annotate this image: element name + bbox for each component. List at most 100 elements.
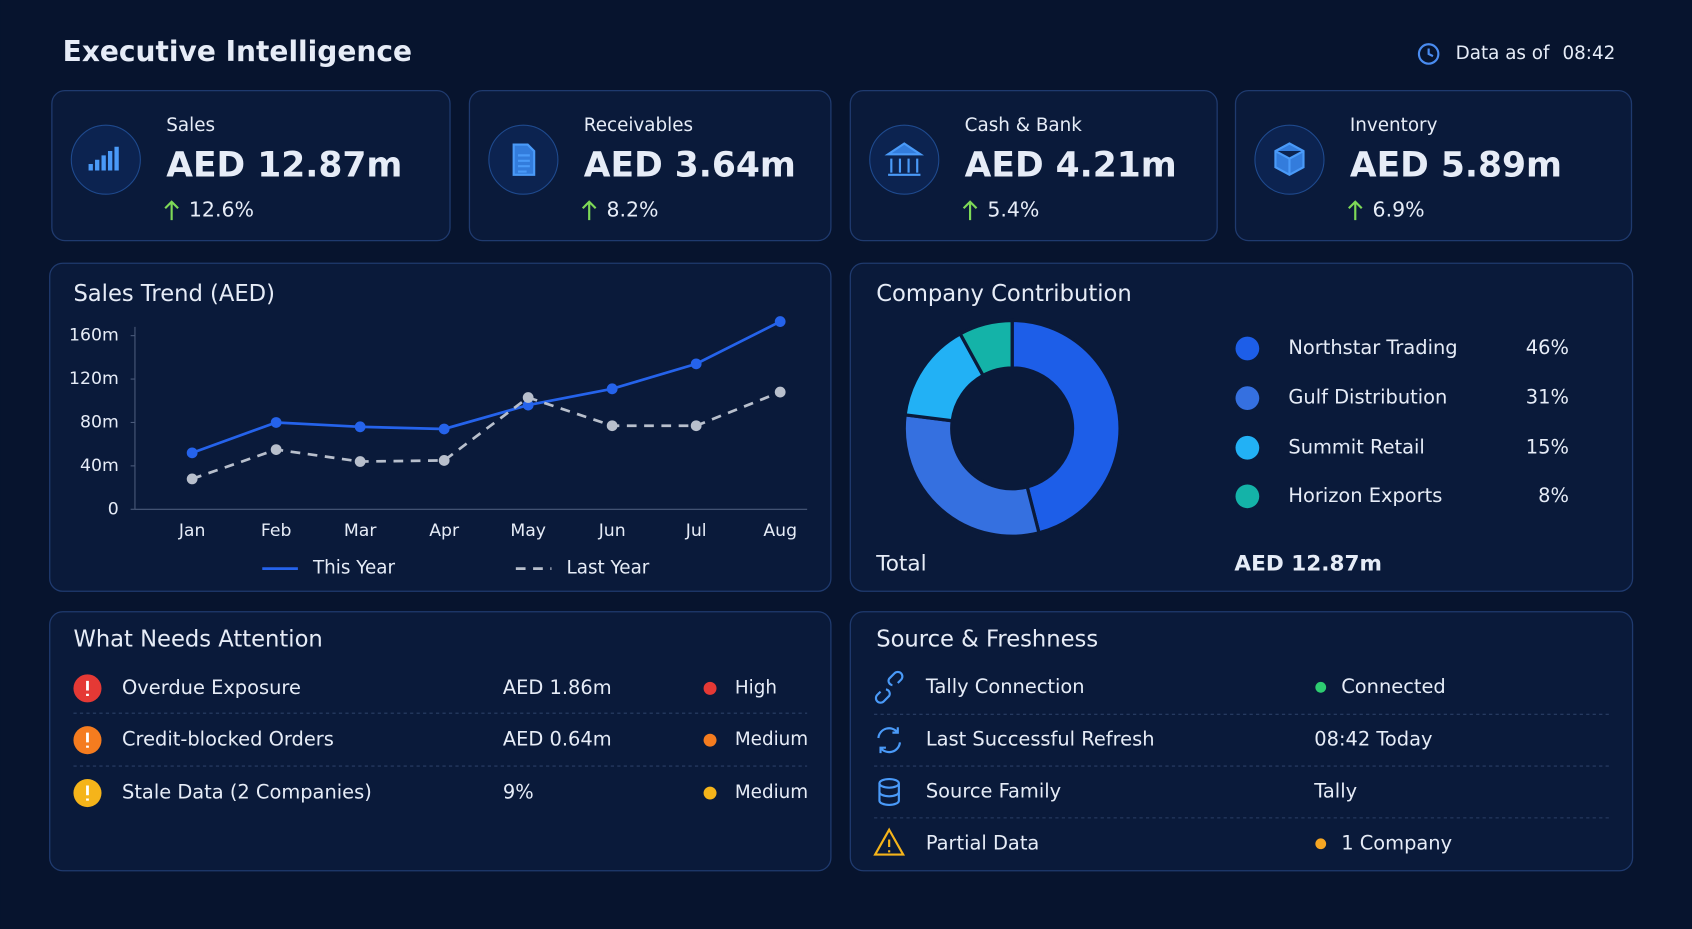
icon-part — [878, 783, 900, 806]
kpi-label: Cash & Bank — [965, 115, 1083, 136]
kpi-icon-ring — [70, 124, 141, 195]
chart-title: Company Contribution — [876, 281, 1131, 307]
data-point — [270, 417, 282, 428]
kpi-value: AED 5.89m — [1350, 146, 1562, 186]
row-label: Overdue Exposure — [122, 676, 301, 699]
donut-segment — [902, 413, 1041, 538]
kpi-value: AED 4.21m — [965, 146, 1177, 186]
source-icon — [873, 827, 906, 856]
chart-title: Sales Trend (AED) — [73, 281, 275, 307]
data-point — [186, 473, 198, 485]
legend-label: Horizon Exports — [1288, 484, 1442, 507]
severity: High — [735, 677, 777, 698]
clock-icon — [1417, 43, 1440, 65]
data-as-of-label: Data as of — [1456, 43, 1550, 64]
panel-title: Source & Freshness — [876, 626, 1098, 652]
row-value: Connected — [1341, 675, 1446, 698]
x-tick-label: Jan — [178, 521, 206, 541]
kpi-up-arrow — [581, 200, 597, 221]
legend-dot — [1235, 484, 1260, 509]
data-point — [354, 421, 366, 433]
row-amount: AED 0.64m — [503, 728, 612, 751]
kpi-change: 6.9% — [1373, 197, 1425, 221]
row-label: Source Family — [926, 779, 1061, 802]
total-label: Total — [875, 551, 926, 576]
row-label: Last Successful Refresh — [926, 728, 1155, 751]
x-tick-label: Feb — [261, 521, 292, 541]
kpi-icon — [512, 143, 536, 176]
x-tick-label: May — [510, 521, 546, 541]
panel-title: What Needs Attention — [73, 626, 322, 652]
legend-value: 15% — [1526, 435, 1569, 458]
severity: Medium — [735, 729, 808, 750]
kpi-icon — [884, 142, 925, 176]
x-tick-label: Jul — [685, 521, 707, 541]
kpi-icon-ring — [869, 124, 940, 195]
row-label: Credit-blocked Orders — [122, 728, 334, 751]
severity-dot — [703, 681, 717, 695]
kpi-up-arrow — [962, 200, 978, 221]
legend-dot — [1235, 336, 1260, 361]
y-tick-label: 160m — [69, 326, 119, 346]
total-value: AED 12.87m — [1234, 551, 1382, 576]
severity-dot — [703, 786, 717, 800]
panel — [49, 611, 832, 872]
row-amount: AED 1.86m — [503, 676, 612, 699]
data-point — [774, 386, 786, 398]
kpi-value: AED 12.87m — [166, 146, 402, 186]
y-tick-label: 40m — [80, 456, 119, 476]
panel — [849, 611, 1634, 872]
panel — [849, 89, 1218, 242]
source-icon — [874, 670, 904, 704]
panel — [51, 89, 451, 242]
kpi-value: AED 3.64m — [584, 146, 796, 186]
data-point — [690, 358, 702, 370]
x-tick-label: Apr — [429, 521, 460, 541]
data-point — [522, 392, 534, 403]
row-label: Partial Data — [926, 831, 1040, 854]
icon-part — [874, 670, 904, 704]
series-line — [191, 390, 781, 481]
kpi-icon — [88, 146, 119, 171]
kpi-change: 5.4% — [987, 197, 1039, 221]
source-icon — [877, 727, 902, 754]
kpi-label: Sales — [166, 115, 215, 136]
data-point — [438, 423, 450, 435]
data-point — [186, 447, 198, 459]
kpi-change: 12.6% — [189, 197, 254, 221]
donut-segment — [957, 318, 1014, 378]
legend-value: 46% — [1526, 336, 1569, 359]
data-point — [606, 383, 618, 395]
row-value: 08:42 Today — [1314, 728, 1432, 751]
legend-label: Gulf Distribution — [1288, 386, 1447, 409]
legend-label: This Year — [312, 558, 396, 579]
severity-dot — [703, 733, 717, 747]
x-tick-label: Jun — [598, 521, 626, 541]
legend-label: Summit Retail — [1288, 435, 1424, 458]
data-as-of-time: 08:42 — [1562, 43, 1615, 64]
legend-value: 31% — [1526, 386, 1569, 409]
data-point — [270, 444, 282, 455]
data-point — [774, 316, 786, 327]
data-point — [606, 420, 618, 432]
source-icon — [878, 777, 900, 806]
panel — [468, 89, 832, 242]
severity: Medium — [735, 782, 808, 803]
legend-label: Northstar Trading — [1288, 336, 1457, 359]
row-value: 1 Company — [1341, 831, 1452, 854]
panel — [849, 262, 1634, 592]
status-dot — [1315, 681, 1327, 693]
y-tick-label: 80m — [80, 412, 119, 432]
page-title: Executive Intelligence — [63, 35, 412, 68]
icon-part — [877, 727, 902, 754]
row-label: Tally Connection — [925, 675, 1085, 698]
y-tick-label: 0 — [108, 499, 119, 519]
icon-part — [873, 827, 906, 856]
kpi-up-arrow — [1348, 200, 1363, 221]
data-point — [690, 420, 702, 432]
kpi-change: 8.2% — [606, 197, 658, 221]
donut-segment — [1010, 318, 1122, 535]
kpi-label: Receivables — [584, 115, 693, 136]
